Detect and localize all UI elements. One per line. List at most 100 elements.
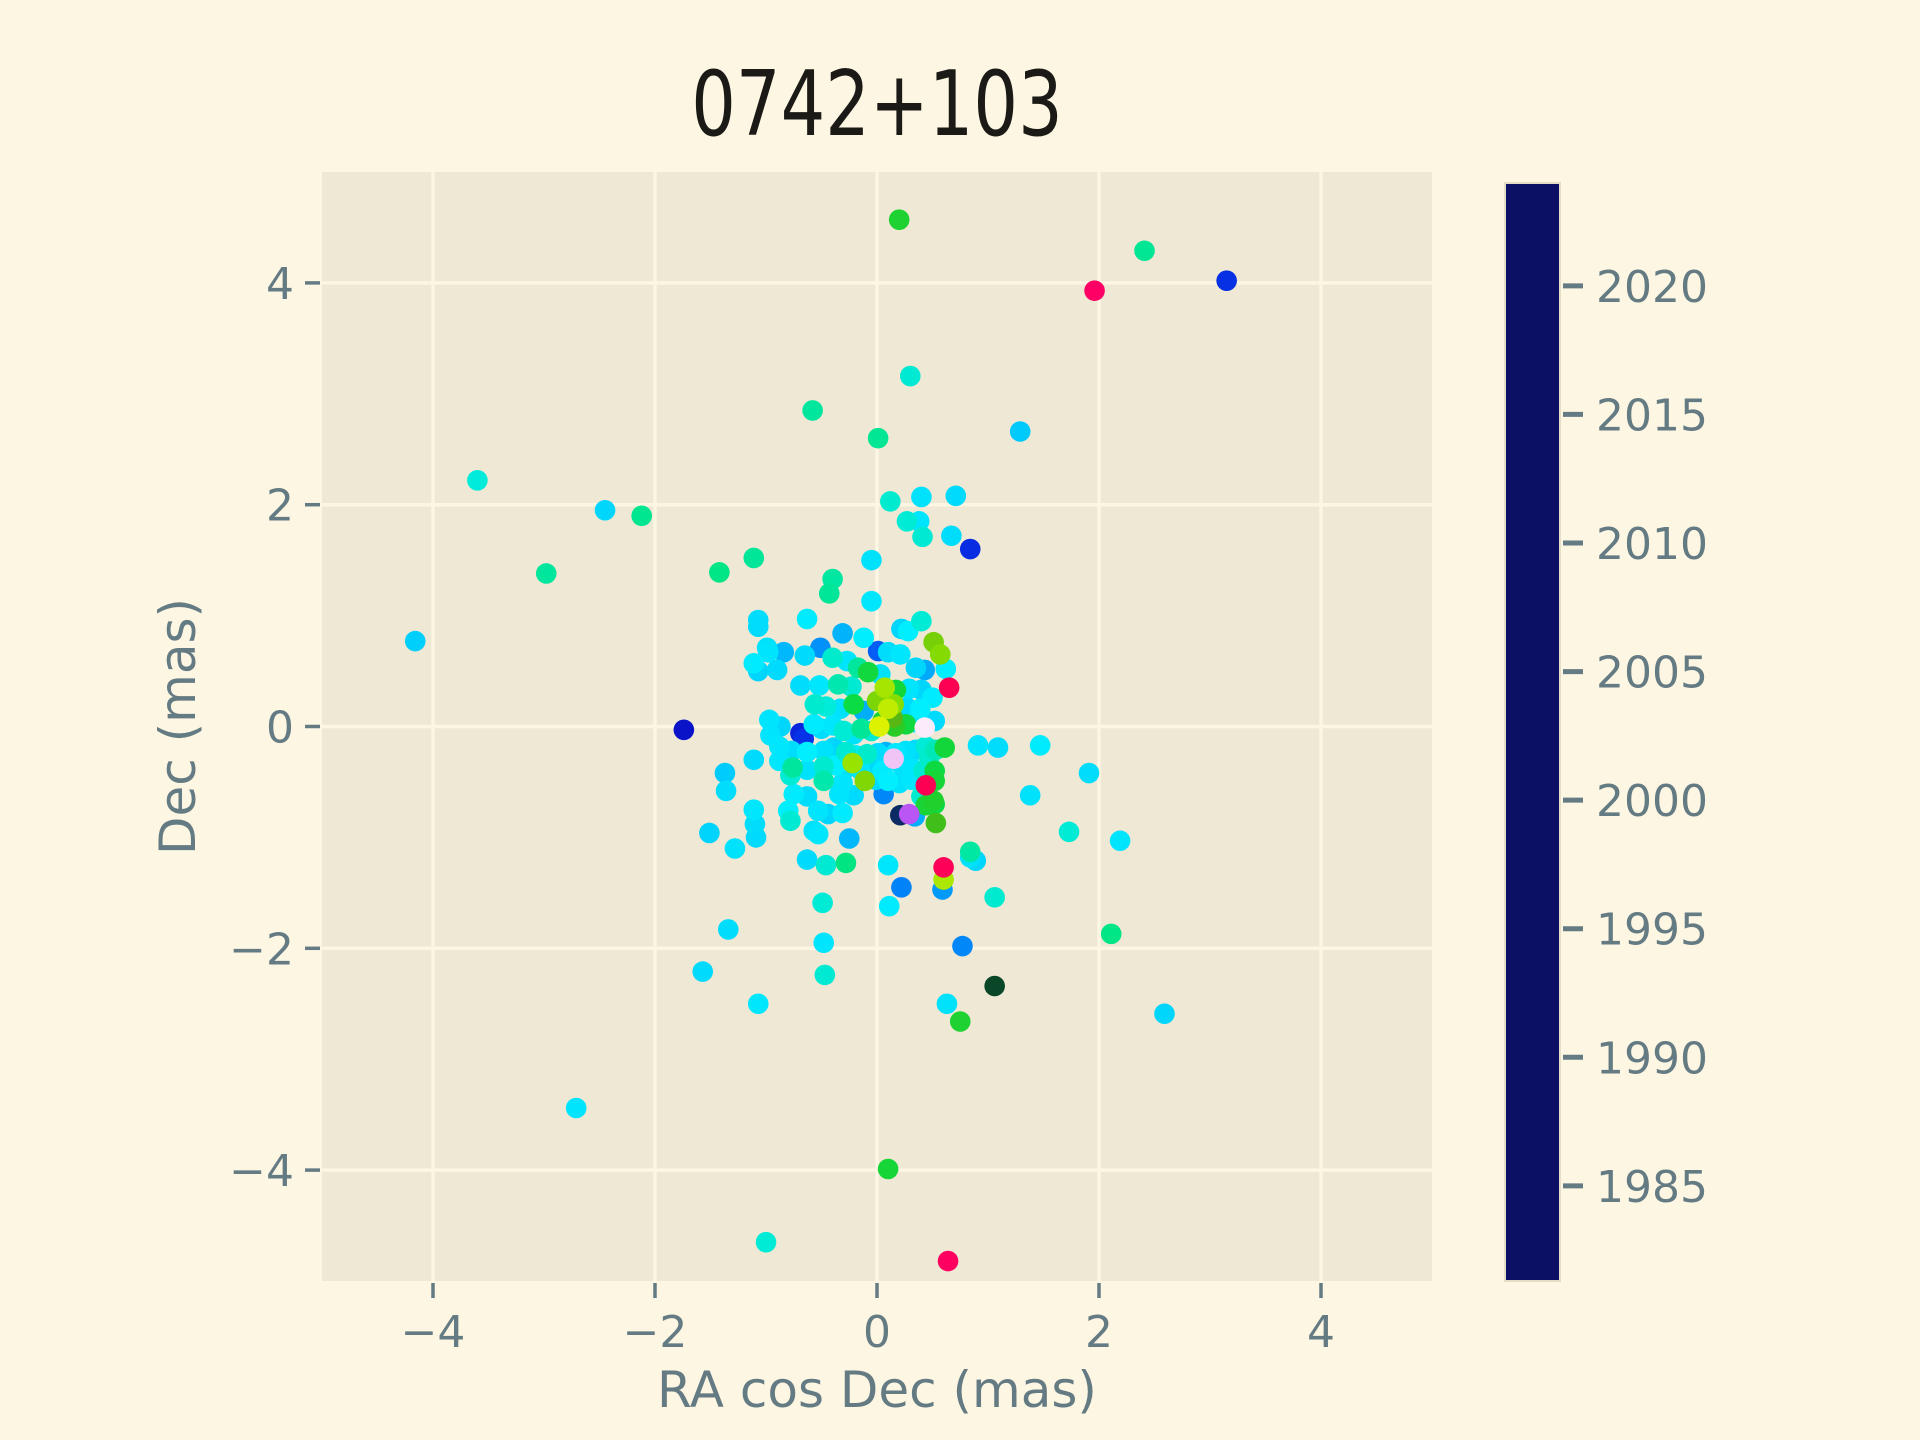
scatter-point	[747, 609, 769, 631]
colorbar-tick-label: 2005	[1596, 648, 1708, 699]
scatter-point	[877, 770, 899, 792]
scatter-point	[867, 427, 889, 449]
scatter-point	[796, 741, 818, 763]
scatter-point	[743, 799, 765, 820]
scatter-point	[911, 610, 932, 632]
colorbar-tick-label: 1995	[1596, 905, 1708, 956]
scatter-point	[923, 790, 944, 812]
scatter-point	[883, 748, 904, 769]
scatter-point	[783, 783, 805, 805]
scatter-point	[909, 698, 931, 720]
scatter-point	[854, 770, 876, 792]
scatter-point	[914, 717, 936, 738]
y-axis-label: Dec (mas)	[149, 597, 207, 855]
scatter-point	[1019, 784, 1041, 806]
colorbar-tick-label: 2015	[1596, 390, 1708, 441]
scatter-point	[769, 736, 790, 757]
x-tick-label: 2	[1085, 1307, 1113, 1358]
scatter-point	[878, 895, 900, 917]
scatter-point	[949, 1011, 971, 1032]
scatter-point	[807, 823, 829, 845]
scatter-point	[888, 209, 910, 230]
scatter-point	[822, 647, 843, 669]
scatter-point	[724, 838, 746, 859]
scatter-point	[804, 694, 826, 715]
scatter-point	[673, 719, 695, 741]
scatter-point	[934, 737, 956, 758]
scatter-point	[807, 800, 829, 822]
scatter-point	[808, 675, 830, 696]
scatter-point	[842, 752, 863, 774]
scatter-point	[938, 677, 960, 698]
x-tick-label: 4	[1307, 1307, 1335, 1358]
scatter-point	[782, 757, 803, 778]
scatter-point	[715, 780, 737, 802]
x-axis-label: RA cos Dec (mas)	[657, 1361, 1097, 1419]
scatter-point	[877, 854, 899, 876]
x-tick-label: −2	[623, 1307, 688, 1358]
scatter-point	[796, 608, 818, 630]
x-tick-label: 0	[863, 1307, 891, 1358]
y-tick-label: 4	[266, 259, 294, 310]
scatter-point	[631, 505, 652, 527]
scatter-point	[911, 486, 932, 508]
scatter-point	[874, 677, 896, 698]
x-tick-label: −4	[401, 1307, 466, 1358]
scatter-point	[813, 932, 835, 954]
scatter-point	[861, 549, 882, 571]
scatter-point	[709, 562, 730, 583]
scatter-point	[835, 852, 857, 874]
scatter-point	[937, 1250, 959, 1272]
scatter-point	[743, 652, 765, 674]
scatter-point	[832, 623, 853, 644]
scatter-point	[773, 641, 795, 663]
scatter-point	[755, 1231, 777, 1253]
scatter-point	[794, 645, 816, 666]
scatter-point	[759, 709, 780, 731]
scatter-point	[802, 400, 823, 421]
colorbar	[1504, 182, 1561, 1282]
scatter-point	[912, 526, 933, 548]
scatter-point	[594, 499, 616, 521]
scatter-point	[967, 735, 989, 756]
scatter-point	[959, 538, 981, 560]
scatter-point	[905, 657, 927, 679]
scatter-point	[717, 919, 739, 940]
scatter-point	[925, 812, 947, 834]
scatter-point	[987, 737, 1009, 758]
scatter-point	[1134, 240, 1155, 262]
scatter-point	[1216, 270, 1237, 291]
scatter-point	[813, 770, 835, 792]
scatter-point	[1084, 280, 1105, 301]
scatter-point	[941, 525, 962, 547]
scatter-point	[827, 674, 849, 695]
scatter-point	[796, 849, 818, 870]
y-tick-label: 2	[266, 481, 294, 532]
scatter-point	[851, 718, 872, 740]
scatter-point	[814, 964, 836, 986]
colorbar-tick-label: 2010	[1596, 519, 1708, 570]
scatter-point	[880, 491, 901, 512]
scatter-point	[803, 713, 825, 735]
scatter-point	[565, 1097, 587, 1119]
scatter-point	[838, 828, 860, 849]
scatter-point	[1058, 821, 1080, 843]
scatter-point	[952, 935, 973, 957]
y-tick-label: −4	[229, 1146, 294, 1197]
scatter-point	[404, 630, 426, 652]
scatter-point	[853, 627, 874, 649]
scatter-point	[815, 854, 837, 876]
scatter-point	[813, 740, 835, 762]
scatter-point	[832, 802, 853, 824]
scatter-point	[790, 675, 811, 696]
scatter-point	[1154, 1003, 1175, 1025]
scatter-point	[467, 470, 488, 491]
scatter-point	[891, 877, 912, 898]
y-tick-label: −2	[229, 924, 294, 975]
scatter-point	[984, 886, 1005, 908]
chart-title: 0742+103	[691, 51, 1063, 157]
scatter-point	[868, 716, 890, 737]
scatter-point	[757, 641, 779, 663]
